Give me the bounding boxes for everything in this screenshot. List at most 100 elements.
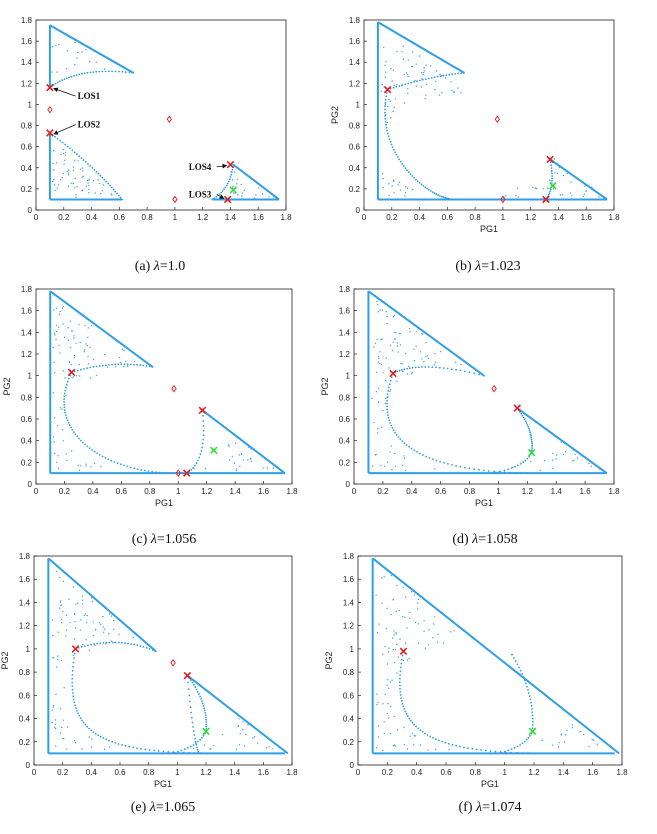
feasible-point [252,737,254,739]
feasible-point [390,574,392,577]
boundary-dot [80,439,82,442]
x-tick-label: 0 [34,487,39,496]
feasible-point [102,631,105,633]
feasible-point [271,748,273,750]
boundary-dot [213,197,216,200]
feasible-point [584,185,586,187]
boundary-dot [148,749,151,751]
feasible-point [238,744,241,746]
boundary-dot [442,367,445,369]
feasible-point [68,36,71,38]
boundary-dot [530,438,533,441]
y-tick-label: 1.2 [343,622,355,631]
boundary-dot [128,71,131,74]
boundary-dot [80,157,83,160]
feasible-point [61,622,63,624]
boundary-dot [107,182,109,185]
boundary-dot [511,653,513,656]
feasible-point [413,348,415,350]
boundary-dot [428,189,430,191]
feasible-point [240,453,242,455]
feasible-point [73,638,76,640]
y-tick-label: 1.4 [21,328,33,337]
feasible-point [448,748,450,751]
boundary-dot [432,736,434,739]
boundary-dot [493,470,495,473]
feasible-point [384,645,386,648]
boundary-dot [202,425,205,427]
y-axis-label: PG2 [330,106,340,124]
feasible-point [382,703,384,705]
feasible-point [233,462,236,464]
red-x-marker [389,369,397,378]
diamond-marker [170,659,176,667]
boundary-dot [531,711,534,714]
boundary-dot [455,744,457,747]
x-tick-label: 0.2 [386,213,398,222]
boundary-dot [183,748,186,751]
boundary-dot [90,643,92,646]
boundary-dot [182,751,185,754]
feasible-point [403,455,405,457]
boundary-dot [401,654,404,657]
feasible-point [88,184,90,187]
feasible-point [389,390,391,393]
feasible-point [381,173,384,175]
feasible-point [51,721,53,724]
feasible-point [394,98,397,100]
boundary-dot [526,423,529,426]
feasible-point [204,467,207,470]
feasible-point [389,681,392,683]
feasible-point [392,745,394,747]
feasible-point [397,351,399,353]
boundary-dot [416,80,418,83]
feasible-point [55,745,57,747]
feasible-point [92,634,95,637]
diamond-marker [500,195,506,204]
x-tick-label: 1.2 [200,768,212,777]
boundary-dot [386,129,388,132]
feasible-point [411,373,413,375]
diamond-marker [494,115,500,124]
red-x-marker [223,195,232,204]
boundary-dot [89,71,92,74]
boundary-dot [205,721,208,723]
feasible-point [70,182,72,184]
x-axis-label: PG1 [480,224,498,234]
boundary-dot [189,745,192,748]
x-axis-label: PG1 [154,779,172,789]
x-tick-label: 0.2 [382,768,394,777]
x-tick-label: 0.2 [377,487,389,496]
boundary-dot [81,72,83,75]
boundary-dot [509,471,511,474]
boundary-dot [117,743,120,745]
x-tick-label: 1.6 [253,213,265,222]
feasible-point [66,170,69,172]
boundary-dot [220,191,223,194]
boundary-dot [72,665,74,668]
feasible-point [89,377,92,379]
boundary-dot [416,451,418,453]
feasible-point [395,332,397,334]
feasible-point [62,440,64,442]
feasible-point [399,344,402,346]
boundary-dot [201,736,203,739]
boundary-dot [413,176,415,179]
feasible-point [85,639,87,641]
feasible-point [516,187,519,190]
feasible-point [79,629,81,631]
boundary-dot [406,367,408,370]
feasible-point [60,659,63,662]
boundary-dot [431,366,434,368]
boundary-dot [411,175,414,177]
y-tick-label: 1.2 [21,79,33,88]
feasible-point [416,330,418,332]
boundary-dot [386,399,388,402]
boundary-dot [126,465,129,468]
boundary-dot [78,155,81,158]
feasible-point [58,44,60,46]
boundary-dot [389,379,392,382]
boundary-dot [411,721,414,724]
feasible-point [85,343,87,345]
y-tick-label: 0.8 [343,668,355,677]
